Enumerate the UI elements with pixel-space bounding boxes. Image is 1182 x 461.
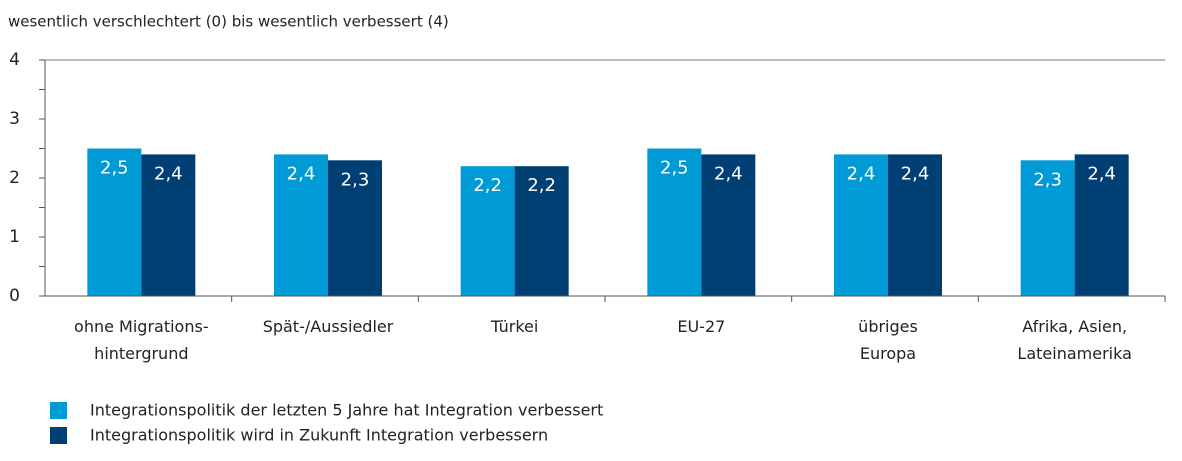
value-label: 2,5 bbox=[660, 158, 689, 179]
value-label: 2,4 bbox=[847, 163, 876, 184]
bar bbox=[888, 154, 942, 296]
value-label: 2,3 bbox=[341, 169, 370, 190]
bar bbox=[328, 160, 382, 296]
value-label: 2,2 bbox=[527, 175, 556, 196]
value-label: 2,4 bbox=[154, 163, 183, 184]
y-tick-label: 1 bbox=[9, 227, 20, 247]
value-label: 2,4 bbox=[901, 163, 930, 184]
legend-swatch bbox=[50, 402, 67, 419]
bar bbox=[647, 148, 702, 296]
x-tick-label: Afrika, Asien, Lateinamerika bbox=[1017, 317, 1131, 363]
bar bbox=[460, 166, 515, 296]
x-tick-line: Lateinamerika bbox=[1017, 344, 1131, 363]
bar bbox=[1074, 154, 1129, 296]
value-label: 2,4 bbox=[714, 163, 743, 184]
x-tick-line: hintergrund bbox=[94, 344, 188, 363]
legend-label: Integrationspolitik der letzten 5 Jahre … bbox=[90, 401, 603, 420]
x-tick-label: ohne Migrations-hintergrund bbox=[74, 317, 209, 363]
x-tick-label: Spät-/Aussiedler bbox=[263, 317, 394, 336]
x-tick-line: ohne Migrations- bbox=[74, 317, 209, 336]
bar bbox=[87, 148, 142, 296]
value-label: 2,2 bbox=[473, 175, 502, 196]
legend-label: Integrationspolitik wird in Zukunft Inte… bbox=[90, 426, 548, 445]
y-tick-label: 0 bbox=[9, 286, 20, 306]
legend-swatch bbox=[50, 427, 67, 444]
value-label: 2,3 bbox=[1033, 169, 1062, 190]
x-tick-line: Türkei bbox=[490, 317, 538, 336]
y-tick-label: 3 bbox=[9, 109, 20, 129]
x-tick-line: Afrika, Asien, bbox=[1022, 317, 1127, 336]
value-label: 2,4 bbox=[1087, 163, 1116, 184]
value-label: 2,5 bbox=[100, 158, 129, 179]
x-tick-label: Türkei bbox=[490, 317, 538, 336]
x-tick-label: EU-27 bbox=[677, 317, 725, 336]
x-tick-line: EU-27 bbox=[677, 317, 725, 336]
x-tick-line: Spät-/Aussiedler bbox=[263, 317, 394, 336]
bar bbox=[1020, 160, 1075, 296]
bar bbox=[274, 154, 328, 296]
bar bbox=[514, 166, 569, 296]
chart-title: wesentlich verschlechtert (0) bis wesent… bbox=[8, 13, 449, 31]
bar bbox=[701, 154, 756, 296]
y-tick-label: 4 bbox=[9, 50, 20, 70]
value-label: 2,4 bbox=[287, 163, 316, 184]
y-tick-label: 2 bbox=[9, 168, 20, 188]
x-tick-label: übriges Europa bbox=[858, 317, 918, 363]
bar bbox=[834, 154, 888, 296]
x-tick-line: Europa bbox=[860, 344, 916, 363]
bar bbox=[141, 154, 196, 296]
x-tick-line: übriges bbox=[858, 317, 918, 336]
